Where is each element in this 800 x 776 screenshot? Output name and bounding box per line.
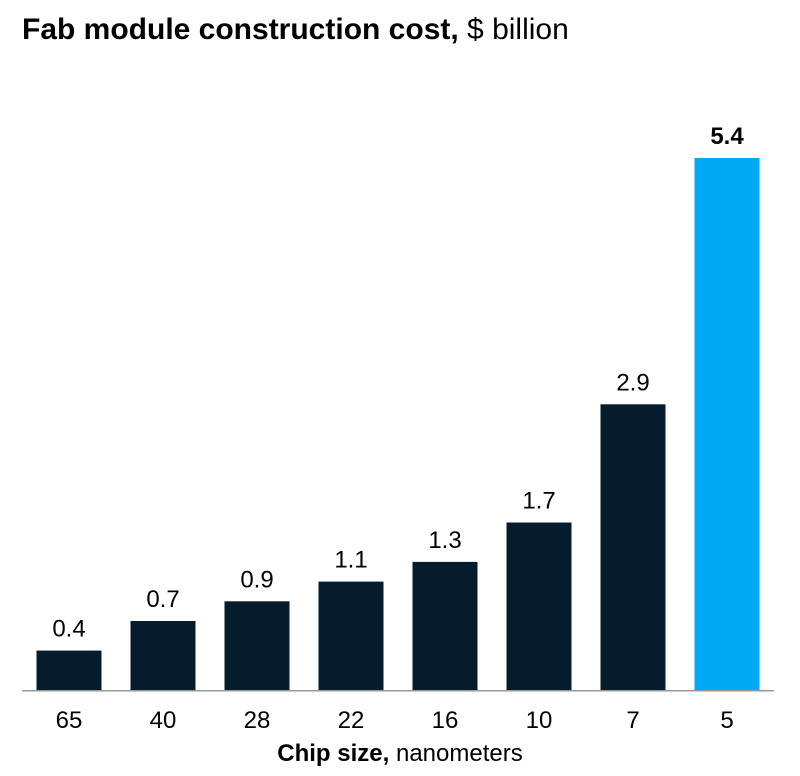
x-tick-labels-group: 65 40 28 22 16 10 7 5 [56,707,734,734]
chart-title-unit: $ billion [467,13,569,46]
value-label-28nm: 0.9 [240,566,273,593]
x-tick-label-22: 22 [338,707,365,734]
x-tick-label-28: 28 [244,707,271,734]
bar-65nm [36,650,102,690]
value-label-7nm: 2.9 [616,369,649,396]
x-tick-label-7: 7 [626,707,639,734]
value-label-22nm: 1.1 [334,547,367,574]
value-labels-group: 0.4 0.7 0.9 1.1 1.3 1.7 2.9 5.4 [52,123,744,643]
x-axis-label-main: Chip size, [277,740,390,767]
bars-group [36,158,760,690]
bar-7nm [600,404,666,690]
value-label-16nm: 1.3 [428,527,461,554]
x-tick-label-10: 10 [526,707,553,734]
bar-5nm [694,158,760,690]
chart-title-main: Fab module construction cost, [22,13,459,46]
bar-16nm [412,561,478,690]
value-label-10nm: 1.7 [522,488,555,515]
x-tick-label-40: 40 [150,707,177,734]
chart-title: Fab module construction cost, $ billion [22,10,569,50]
x-tick-label-16: 16 [432,707,459,734]
value-label-65nm: 0.4 [52,616,85,643]
value-label-40nm: 0.7 [146,586,179,613]
x-axis-label-unit: nanometers [395,740,523,767]
bar-28nm [224,601,290,690]
x-axis-label: Chip size, nanometers [0,738,800,770]
bar-22nm [318,581,384,690]
bar-10nm [506,522,572,690]
x-tick-label-5: 5 [720,707,733,734]
bar-40nm [130,621,196,690]
x-tick-label-65: 65 [56,707,83,734]
value-label-5nm: 5.4 [710,123,744,150]
